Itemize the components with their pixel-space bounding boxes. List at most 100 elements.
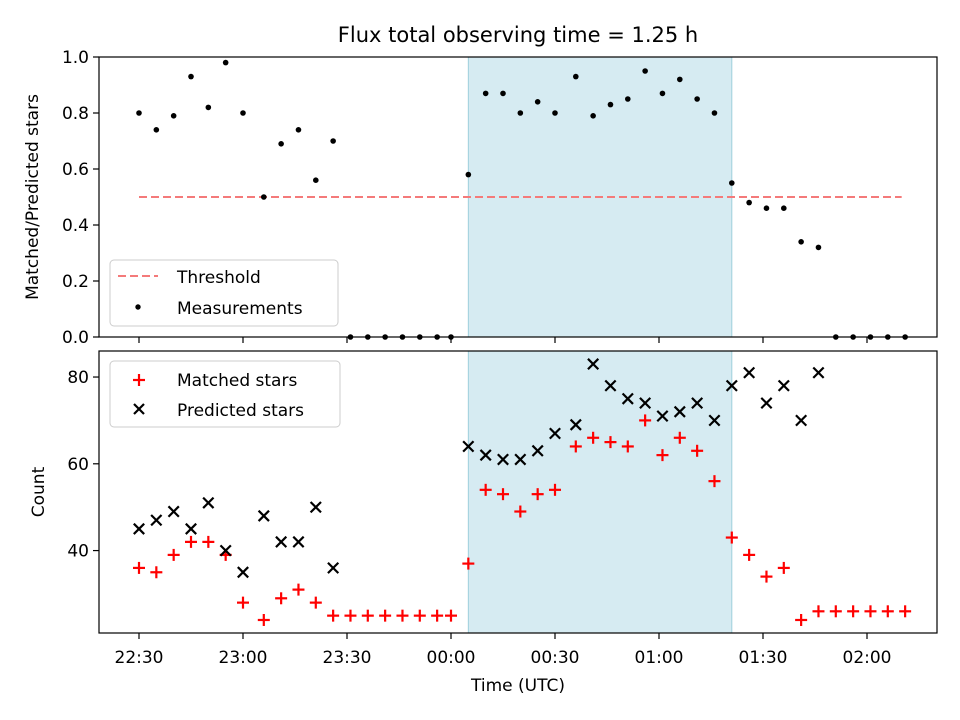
- matched-star-point: [396, 609, 409, 622]
- predicted-star-point: [621, 392, 634, 405]
- matched-star-point: [275, 592, 288, 605]
- top-legend-box: [109, 259, 339, 327]
- matched-star-point: [445, 609, 457, 622]
- y-tick-label: 0.0: [62, 328, 89, 348]
- predicted-star-point: [292, 535, 305, 548]
- matched-star-point: [344, 609, 357, 622]
- bottom-y-axis: 40 60 80: [67, 368, 99, 562]
- bottom-legend-box: [109, 360, 341, 428]
- y-tick-label: 0.8: [62, 104, 89, 124]
- matched-star-point: [708, 475, 721, 488]
- matched-star-point: [150, 566, 163, 579]
- predicted-star-point: [327, 561, 340, 574]
- matched-star-point: [691, 444, 704, 457]
- matched-star-point: [167, 548, 180, 561]
- matched-star-point: [621, 440, 634, 453]
- matched-star-point: [462, 557, 475, 570]
- measurement-point: [517, 110, 524, 116]
- measurement-point: [711, 110, 718, 116]
- matched-star-point: [656, 449, 669, 462]
- matched-star-point: [202, 535, 215, 548]
- matched-star-point: [185, 535, 197, 548]
- top-panel: 0.0 0.2 0.4 0.6 0.8 1.0 Matched/Predicted sta…: [23, 48, 938, 348]
- measurement-point: [222, 59, 229, 66]
- predicted-star-point: [497, 453, 509, 466]
- matched-star-point: [639, 414, 652, 427]
- predicted-star-point: [760, 397, 773, 410]
- matched-star-point: [292, 583, 305, 596]
- measurement-point: [261, 194, 267, 200]
- top-panel-frame: [98, 56, 938, 338]
- matched-star-point: [257, 613, 270, 626]
- measurement-point: [642, 68, 648, 74]
- predicted-star-point: [275, 535, 288, 548]
- matched-star-point: [795, 613, 808, 626]
- matched-star-point: [760, 570, 773, 583]
- measurement-point: [798, 239, 804, 245]
- x-tick-label: 01:30: [739, 648, 788, 668]
- matched-star-point: [479, 483, 492, 496]
- measurement-point: [763, 205, 770, 211]
- measurement-point: [153, 127, 160, 133]
- measurement-point: [729, 180, 735, 186]
- measurement-point: [295, 127, 302, 133]
- predicted-star-point: [587, 358, 600, 370]
- measurement-points: [136, 59, 908, 340]
- matched-star-point: [497, 488, 509, 501]
- legend-measurements-label: Measurements: [177, 299, 303, 319]
- matched-star-point: [864, 605, 877, 618]
- predicted-star-point: [795, 414, 808, 427]
- measurement-point: [815, 244, 822, 251]
- predicted-star-point: [257, 509, 270, 522]
- bottom-shaded-interval: [467, 350, 733, 634]
- measurement-point: [625, 96, 631, 102]
- predicted-star-point: [691, 397, 704, 410]
- matched-star-point: [673, 431, 686, 444]
- bottom-legend: Matched stars Predicted stars: [109, 360, 341, 428]
- matched-star-point: [743, 548, 756, 561]
- measurement-point: [330, 138, 336, 144]
- predicted-star-point: [185, 522, 197, 535]
- predicted-star-point: [133, 522, 145, 535]
- top-legend: Threshold Measurements: [109, 259, 339, 327]
- measurement-point: [205, 104, 212, 111]
- matched-star-point: [777, 561, 790, 574]
- matched-star-point: [361, 609, 374, 622]
- y-tick-label: 40: [67, 542, 89, 562]
- x-axis-label: Time (UTC): [470, 676, 565, 696]
- matched-star-point: [829, 605, 842, 618]
- x-tick-label: 22:30: [115, 648, 164, 668]
- x-tick-label: 01:00: [635, 648, 684, 668]
- predicted-star-point: [479, 449, 492, 462]
- matched-star-point: [309, 596, 322, 609]
- measurement-point: [781, 205, 787, 211]
- measurement-point: [659, 90, 666, 97]
- y-tick-label: 80: [67, 368, 89, 388]
- predicted-star-point: [167, 505, 180, 518]
- matched-star-point: [237, 596, 249, 609]
- measurement-point: [534, 99, 541, 105]
- predicted-star-point: [309, 501, 322, 514]
- predicted-star-point: [514, 453, 527, 466]
- count-points: [133, 358, 912, 626]
- matched-star-point: [549, 483, 561, 496]
- x-tick-label: 00:00: [427, 648, 476, 668]
- predicted-star-point: [237, 566, 249, 579]
- predicted-star-point: [569, 418, 582, 431]
- matched-star-point: [881, 605, 894, 618]
- bottom-x-axis: 22:30 23:00 23:30 00:00 00:30 01:00 01:30 02:00: [115, 633, 892, 668]
- matched-star-point: [587, 431, 600, 444]
- measurement-point: [746, 199, 752, 206]
- measurement-point: [500, 90, 506, 97]
- predicted-star-point: [777, 379, 790, 392]
- top-x-ticks: [138, 337, 868, 343]
- matched-star-point: [812, 605, 825, 618]
- matched-star-point: [379, 609, 392, 622]
- matched-star-point: [899, 605, 912, 618]
- measurement-point: [677, 76, 683, 83]
- matched-star-point: [847, 605, 860, 618]
- predicted-star-point: [202, 496, 215, 509]
- matched-star-point: [569, 440, 582, 453]
- predicted-star-point: [725, 379, 738, 392]
- y-tick-label: 60: [67, 455, 89, 475]
